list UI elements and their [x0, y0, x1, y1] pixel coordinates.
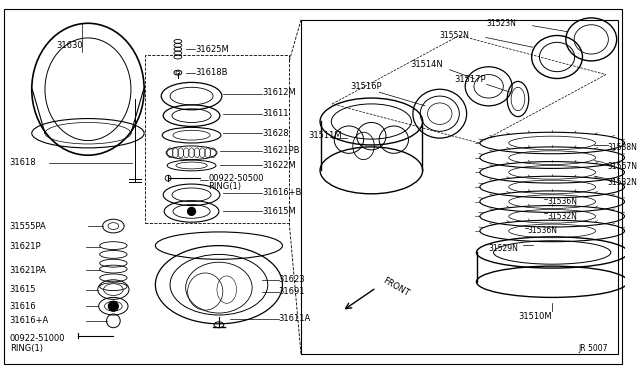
Text: 31516P: 31516P: [350, 82, 381, 91]
Text: 31621PB: 31621PB: [262, 146, 300, 155]
Text: FRONT: FRONT: [381, 276, 410, 298]
Text: 31514N: 31514N: [410, 60, 444, 69]
Text: 31618: 31618: [10, 158, 36, 167]
Text: 31532N: 31532N: [608, 177, 637, 187]
Text: 31529N: 31529N: [489, 244, 518, 253]
Text: 31622M: 31622M: [262, 161, 296, 170]
Text: 31616: 31616: [10, 302, 36, 311]
Text: RING(1): RING(1): [208, 182, 241, 190]
Text: 00922-50500: 00922-50500: [208, 174, 264, 183]
Text: 31510M: 31510M: [518, 312, 552, 321]
Text: 31555PA: 31555PA: [10, 222, 47, 231]
Text: JR 5007: JR 5007: [579, 344, 608, 353]
Circle shape: [108, 301, 118, 311]
Text: 31616+B: 31616+B: [262, 188, 301, 197]
Text: 31536N: 31536N: [528, 227, 557, 235]
Text: 31611: 31611: [262, 109, 289, 118]
Bar: [145, 55, 289, 223]
Text: 31536N: 31536N: [547, 197, 577, 206]
Text: 31523N: 31523N: [486, 19, 516, 28]
Circle shape: [188, 208, 195, 215]
Text: 31630: 31630: [57, 41, 83, 50]
Text: 31621PA: 31621PA: [10, 266, 47, 275]
Text: 31628: 31628: [262, 129, 289, 138]
Text: 31623: 31623: [278, 275, 305, 284]
Text: 31618B: 31618B: [195, 68, 228, 77]
Text: 31532N: 31532N: [547, 212, 577, 221]
Text: 31615M: 31615M: [262, 207, 296, 216]
Text: 00922-51000: 00922-51000: [10, 334, 65, 343]
Bar: [301, 20, 618, 354]
Text: 31567N: 31567N: [608, 162, 638, 171]
Text: 31615: 31615: [10, 285, 36, 294]
Text: 31517P: 31517P: [454, 75, 486, 84]
Text: 31552N: 31552N: [440, 31, 470, 40]
Text: RING(1): RING(1): [10, 344, 43, 353]
Text: 31612M: 31612M: [262, 88, 296, 97]
Text: 31625M: 31625M: [195, 45, 229, 54]
Text: 31621P: 31621P: [10, 242, 42, 251]
Ellipse shape: [156, 246, 282, 324]
Text: 31511M: 31511M: [308, 131, 342, 140]
Text: 31538N: 31538N: [608, 143, 637, 153]
Text: 31611A: 31611A: [278, 314, 311, 323]
Text: 31691: 31691: [278, 287, 305, 296]
Text: 31616+A: 31616+A: [10, 316, 49, 326]
